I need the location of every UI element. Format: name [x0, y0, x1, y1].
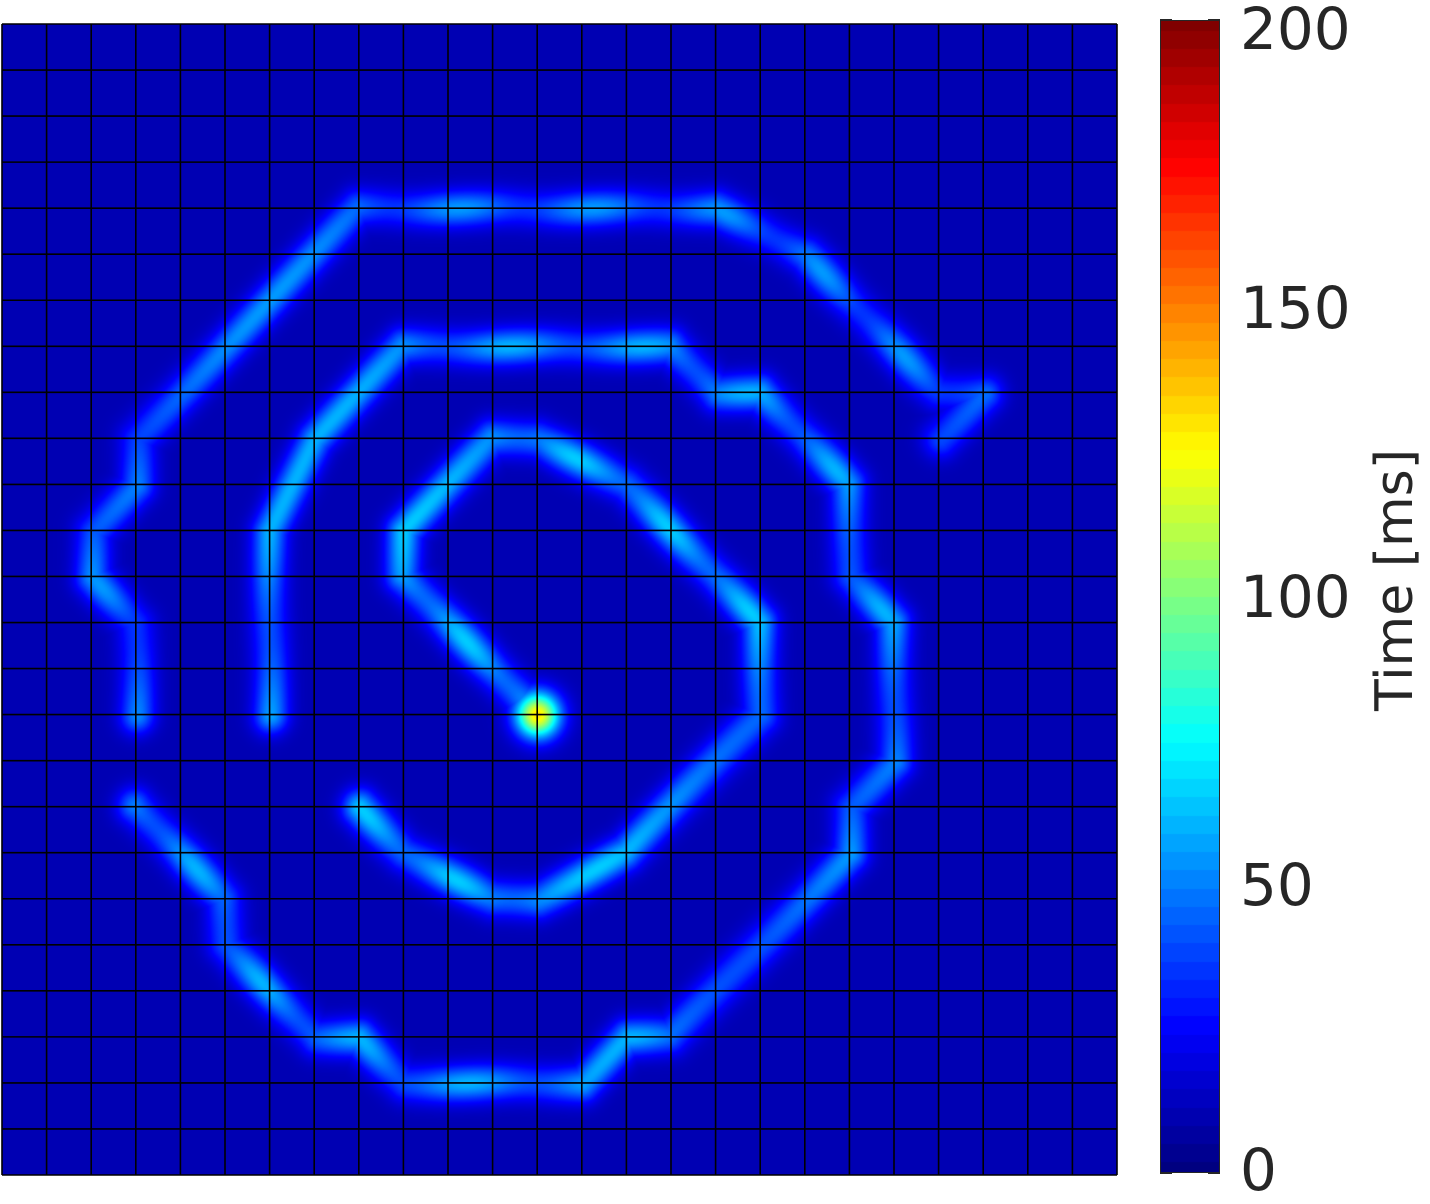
- colorbar-tick-label: 100: [1240, 562, 1351, 631]
- colorbar-tick-label: 50: [1240, 850, 1314, 919]
- colorbar-tick-label: 0: [1240, 1136, 1277, 1204]
- colorbar: [1160, 20, 1220, 1173]
- colorbar-tick-label: 200: [1240, 0, 1351, 63]
- heatmap-plot: [2, 24, 1117, 1175]
- colorbar-label: Time [ms]: [1365, 448, 1425, 712]
- colorbar-tick-label: 150: [1240, 274, 1351, 343]
